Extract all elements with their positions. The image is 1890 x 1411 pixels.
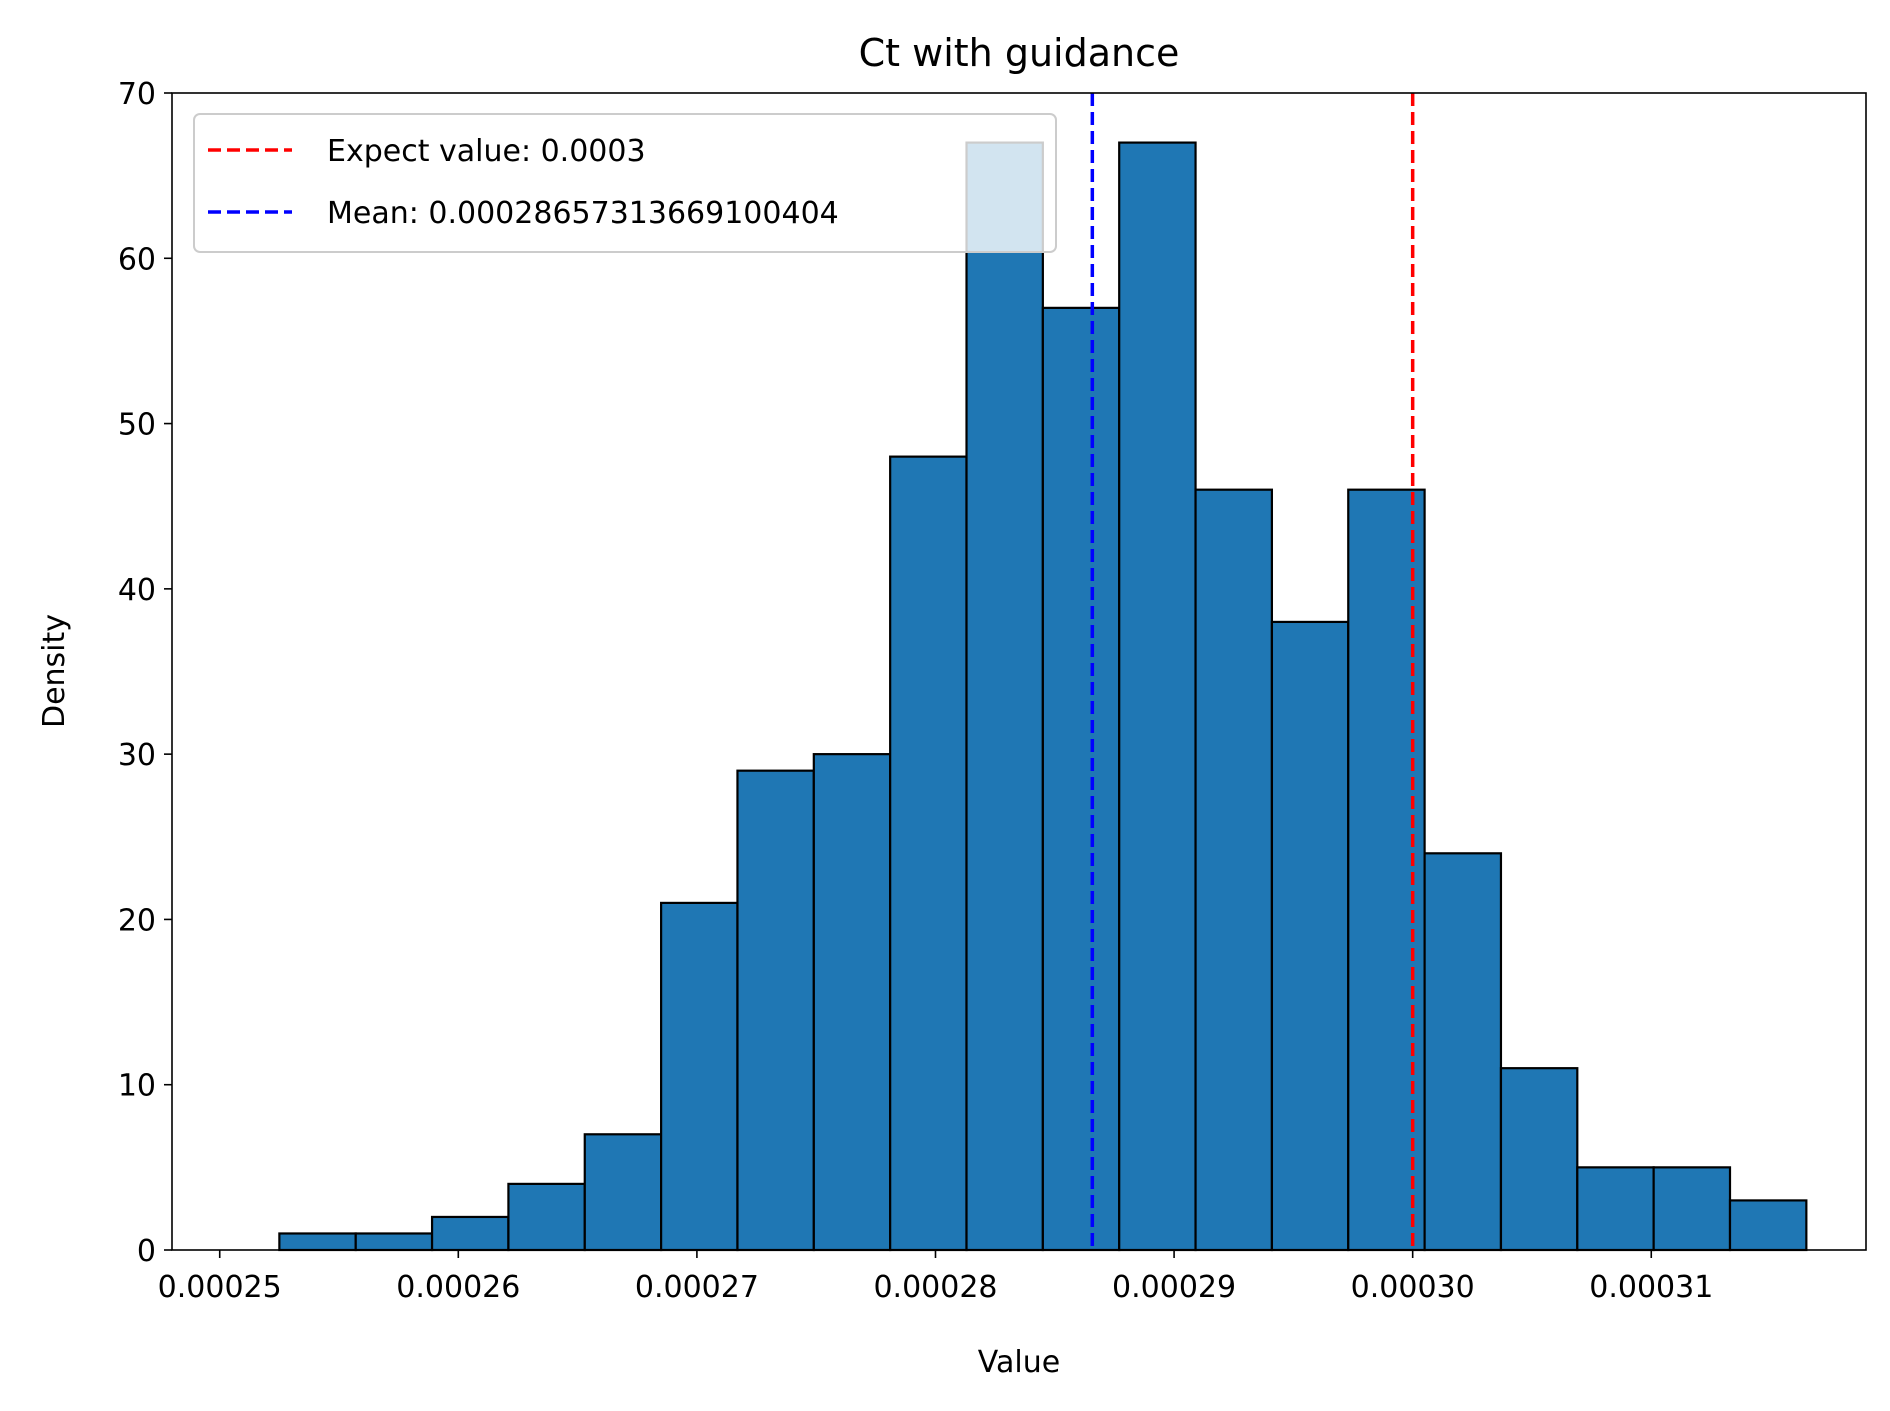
histogram-bar [965, 141, 1044, 1252]
histogram-bar [278, 1232, 357, 1252]
y-tick-label: 20 [118, 903, 156, 938]
x-tick-label: 0.00029 [1112, 1270, 1236, 1305]
y-tick-label: 50 [118, 408, 156, 443]
histogram-bar [660, 901, 739, 1252]
x-tick-label: 0.00030 [1351, 1270, 1475, 1305]
histogram-bar [889, 455, 968, 1252]
reference-lines [1090, 93, 1415, 1250]
histogram-bar [736, 769, 815, 1252]
histogram-bar [1423, 852, 1503, 1252]
legend-box [193, 113, 1057, 253]
histogram-bar [354, 1232, 434, 1252]
y-axis-ticks: 0 10 20 30 40 50 60 70 [118, 77, 172, 1269]
x-tick-label: 0.00026 [396, 1270, 520, 1305]
histogram-bar [812, 753, 892, 1252]
histogram-bar [1041, 306, 1121, 1252]
x-tick-label: 0.00028 [873, 1270, 997, 1305]
histogram-bar [1728, 1199, 1808, 1252]
chart-title: Ct with guidance [859, 31, 1180, 75]
histogram-bar [430, 1215, 510, 1252]
x-axis-ticks: 0.00025 0.00026 0.00027 0.00028 0.00029 0.000… [158, 1250, 1713, 1305]
y-tick-label: 70 [118, 77, 156, 112]
x-axis-label: Value [978, 1345, 1060, 1380]
y-tick-label: 30 [118, 738, 156, 773]
histogram-bar [1270, 620, 1350, 1252]
x-tick-label: 0.00031 [1589, 1270, 1713, 1305]
legend-label: Expect value: 0.0003 [327, 134, 646, 169]
y-tick-label: 0 [137, 1234, 156, 1269]
histogram-bar [1652, 1166, 1732, 1252]
histogram-bar [583, 1133, 663, 1252]
histogram-bar [1576, 1166, 1655, 1252]
histogram-bar [1499, 1067, 1579, 1252]
y-tick-label: 40 [118, 573, 156, 608]
histogram-bar [1194, 488, 1274, 1252]
y-axis-label: Density [37, 614, 72, 728]
histogram-bar [507, 1182, 586, 1252]
bars-layer [278, 141, 1808, 1252]
y-tick-label: 60 [118, 242, 156, 277]
legend-label: Mean: 0.00028657313669100404 [327, 196, 839, 231]
legend-items: Expect value: 0.0003 Mean: 0.000286573136… [208, 134, 839, 231]
plot-frame [171, 92, 1867, 1251]
x-tick-label: 0.00027 [635, 1270, 759, 1305]
y-tick-label: 10 [118, 1069, 156, 1104]
x-tick-label: 0.00025 [158, 1270, 282, 1305]
histogram-bar [1118, 141, 1197, 1252]
legend: Expect value: 0.0003 Mean: 0.000286573136… [193, 113, 1057, 253]
histogram-bar [1347, 488, 1426, 1252]
